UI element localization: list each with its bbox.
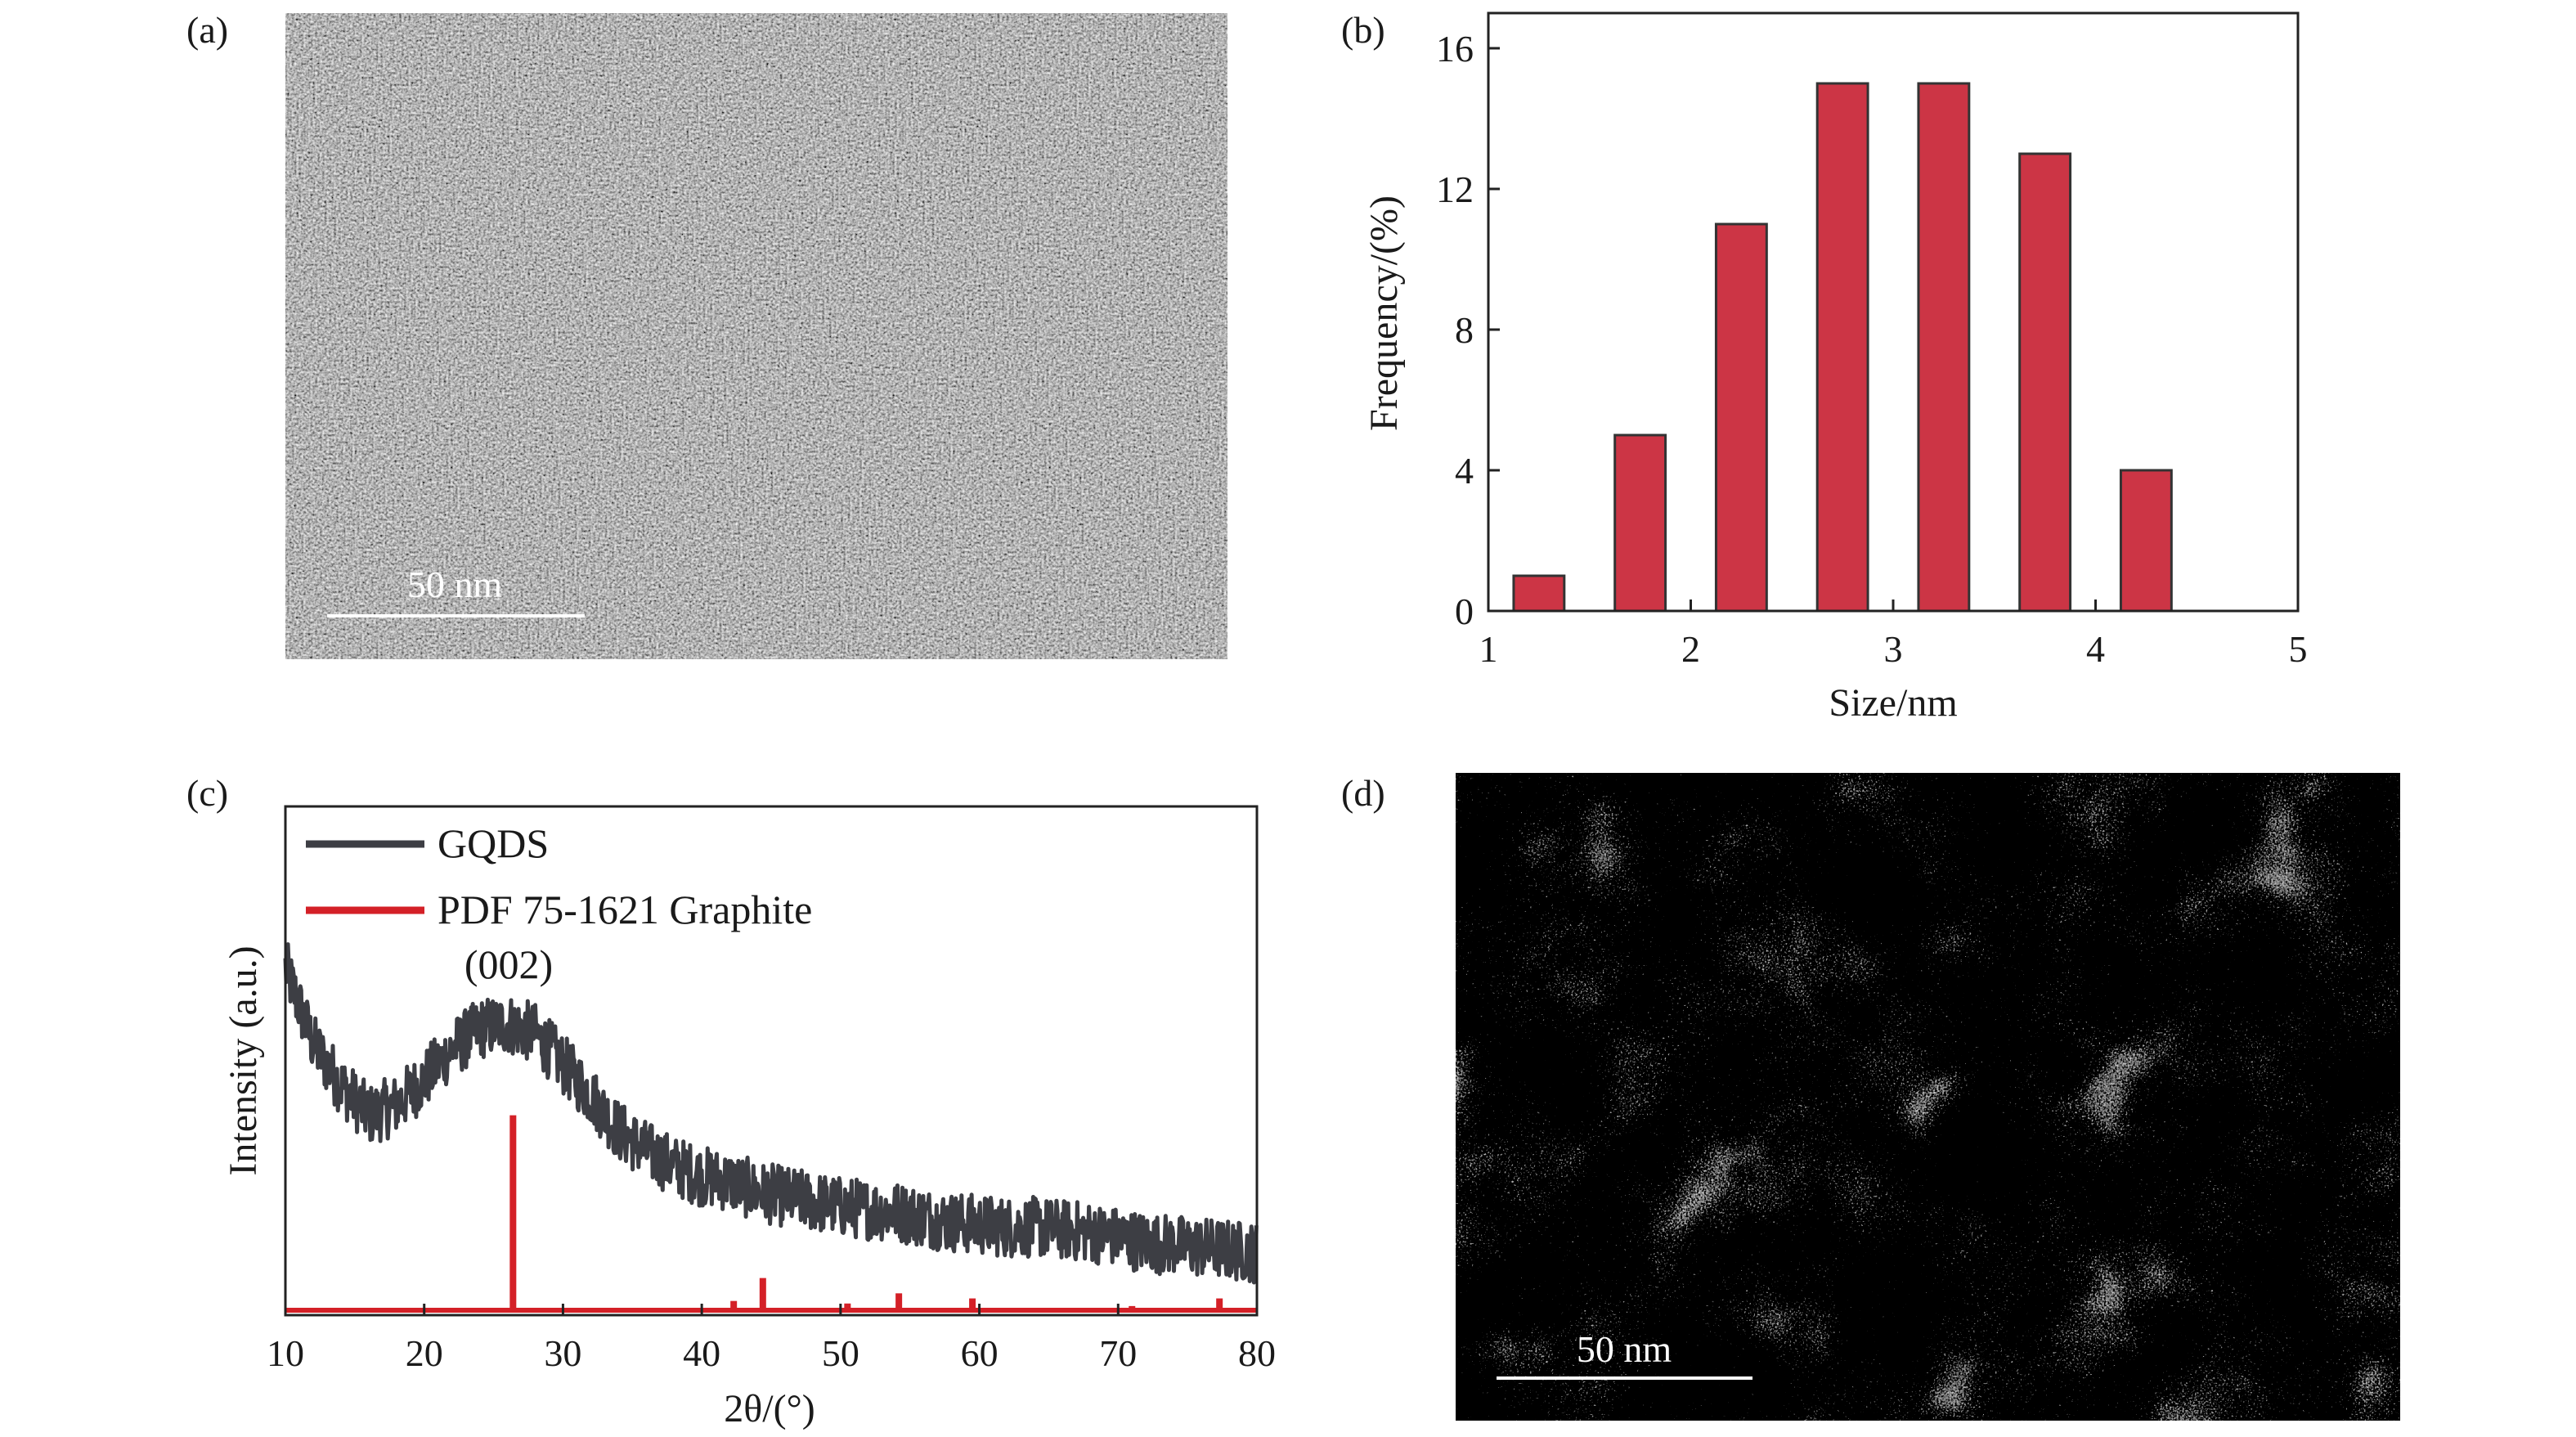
scale-bar-d-label: 50 nm — [1577, 1328, 1672, 1370]
x-tick-label: 20 — [406, 1332, 443, 1374]
legend-label-pdf: PDF 75-1621 Graphite — [438, 887, 812, 932]
histogram-bar — [2018, 152, 2072, 613]
tem-image-d: 50 nm — [1456, 773, 2400, 1421]
y-tick-label: 4 — [1455, 450, 1474, 492]
y-tick-label: 8 — [1455, 309, 1474, 351]
gqds-series-line — [283, 942, 1259, 1285]
histogram-bar — [2119, 469, 2173, 613]
histogram-bar — [1512, 574, 1566, 613]
panel-b-label: (b) — [1341, 9, 1385, 51]
histogram-bar — [1613, 433, 1667, 613]
y-axis-label-b: Frequency/(%) — [1362, 195, 1406, 431]
plot-frame-b — [1487, 11, 2300, 613]
legend-label-gqds: GQDS — [438, 820, 549, 866]
x-tick-label: 80 — [1238, 1332, 1276, 1374]
x-tick-label: 5 — [2289, 628, 2308, 670]
histogram-bar — [1714, 222, 1768, 613]
x-tick-label: 4 — [2086, 628, 2105, 670]
x-tick-label: 2 — [1681, 628, 1700, 670]
x-tick-label: 40 — [683, 1332, 720, 1374]
y-tick-label: 0 — [1455, 591, 1474, 632]
scale-bar-a-label: 50 nm — [407, 564, 503, 605]
panel-c-label: (c) — [186, 772, 228, 814]
x-tick-label: 70 — [1099, 1332, 1137, 1374]
y-tick-label: 12 — [1436, 168, 1474, 210]
y-tick-label: 16 — [1436, 28, 1474, 70]
panel-a-label: (a) — [186, 9, 228, 51]
legend: GQDS PDF 75-1621 Graphite — [306, 820, 812, 932]
x-tick-label: 1 — [1479, 628, 1498, 670]
xrd-chart: 10 20 30 40 50 60 70 80 GQDS PDF 75-1621 Graphi… — [222, 805, 1276, 1430]
tem-image-a: 50 nm — [285, 13, 1227, 659]
x-tick-label: 60 — [961, 1332, 999, 1374]
x-tick-label: 3 — [1884, 628, 1903, 670]
histogram-bar — [1815, 82, 1869, 613]
x-axis-label-b: Size/nm — [1829, 681, 1957, 725]
x-tick-label: 10 — [267, 1332, 304, 1374]
x-axis-label-c: 2θ/(°) — [724, 1387, 815, 1430]
panel-d-label: (d) — [1341, 772, 1385, 814]
x-tick-label: 50 — [822, 1332, 859, 1374]
histogram-bar — [1917, 82, 1971, 613]
plot-frame-c — [284, 805, 1259, 1317]
peak-annotation-002: (002) — [464, 941, 553, 987]
x-tick-label: 30 — [544, 1332, 581, 1374]
y-axis-label-c: Intensity (a.u.) — [222, 945, 265, 1175]
